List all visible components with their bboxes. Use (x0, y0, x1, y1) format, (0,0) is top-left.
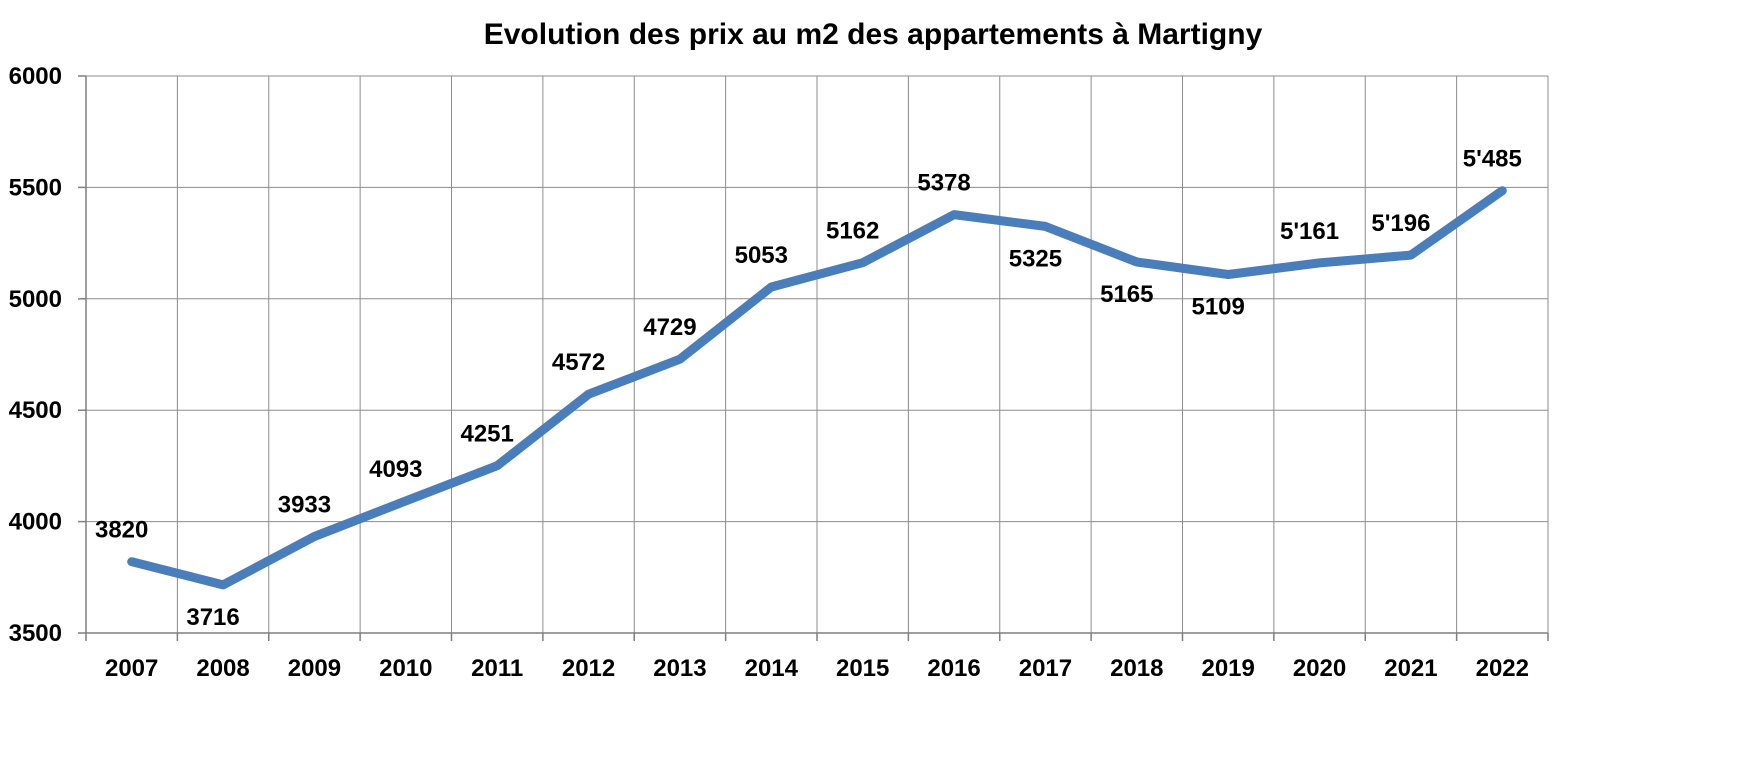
x-tick-label: 2017 (1019, 655, 1072, 682)
data-label: 5'196 (1371, 210, 1430, 237)
chart-title: Evolution des prix au m2 des appartement… (484, 18, 1263, 51)
data-label: 5378 (917, 170, 970, 197)
horizontal-gridlines (86, 75, 1548, 523)
x-tick-label: 2007 (105, 655, 158, 682)
data-label: 4093 (369, 456, 422, 483)
y-tick-label: 4000 (9, 509, 62, 536)
data-label: 3933 (278, 492, 331, 519)
x-tick-label: 2016 (927, 655, 980, 682)
data-label: 4572 (552, 349, 605, 376)
y-axis-tick-labels: 3500 4000 4500 5000 5500 6000 (9, 63, 62, 647)
data-label: 4251 (460, 421, 513, 448)
data-label: 5053 (735, 242, 788, 269)
x-tick-label: 2015 (836, 655, 889, 682)
data-label: 3820 (95, 517, 148, 544)
x-tick-label: 2018 (1110, 655, 1163, 682)
data-label: 4729 (643, 314, 696, 341)
x-tick-label: 2021 (1384, 655, 1437, 682)
data-label: 5'161 (1280, 218, 1339, 245)
x-tick-label: 2012 (562, 655, 615, 682)
x-tick-label: 2011 (471, 655, 523, 682)
x-tick-label: 2013 (653, 655, 706, 682)
x-tick-label: 2022 (1476, 655, 1529, 682)
data-label: 5109 (1191, 294, 1244, 321)
y-tick-label: 5000 (9, 286, 62, 313)
x-tick-label: 2008 (196, 655, 249, 682)
y-tick-label: 4500 (9, 397, 62, 424)
data-labels: 3820 3716 3933 4093 4251 4572 4729 5053 5162 5378… (95, 146, 1522, 631)
x-tick-label: 2020 (1293, 655, 1346, 682)
y-tick-label: 6000 (9, 63, 62, 90)
data-label: 3716 (186, 604, 239, 631)
y-tick-label: 3500 (9, 620, 62, 647)
x-axis-tick-labels: 2007 2008 2009 2010 2011 2012 2013 2014 2015 2016… (105, 655, 1529, 682)
data-label: 5165 (1100, 281, 1153, 308)
y-tick-label: 5500 (9, 174, 62, 201)
data-label: 5325 (1009, 245, 1062, 272)
x-tick-label: 2019 (1201, 655, 1254, 682)
x-tick-label: 2009 (288, 655, 341, 682)
data-label: 5162 (826, 218, 879, 245)
x-tick-label: 2010 (379, 655, 432, 682)
data-label: 5'485 (1463, 146, 1522, 173)
series-line-group (127, 186, 1507, 590)
x-tick-label: 2014 (745, 655, 799, 682)
series-line (127, 186, 1507, 590)
axes (78, 75, 1549, 641)
vertical-gridlines (176, 76, 1549, 633)
